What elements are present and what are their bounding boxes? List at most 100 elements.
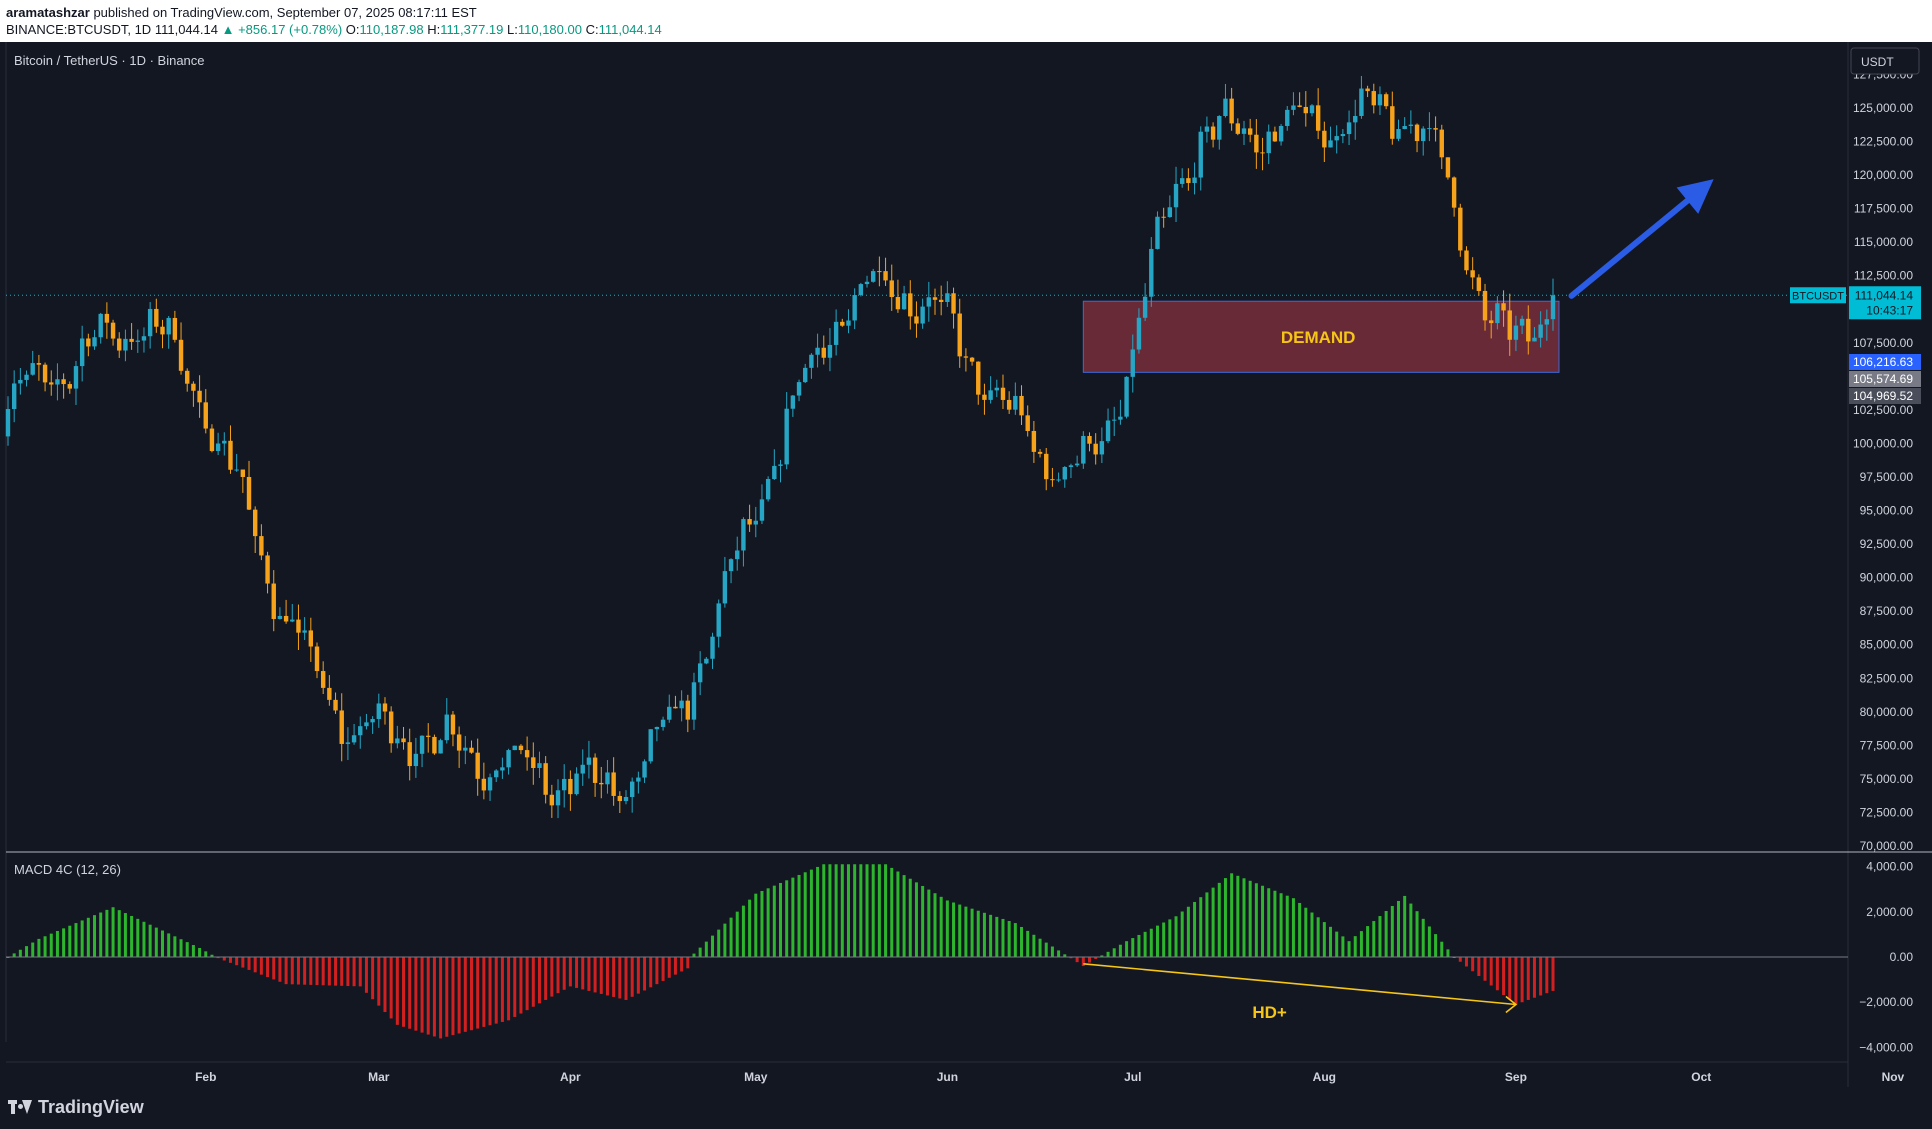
divergence-arrowhead: [1505, 995, 1518, 1014]
macd-bar: [772, 885, 776, 957]
divergence-line[interactable]: [1083, 962, 1516, 1006]
macd-bar: [1341, 936, 1345, 957]
price-tick-label: 102,500.00: [1853, 403, 1913, 417]
candle-body: [1044, 453, 1049, 480]
currency-button-frame[interactable]: [1850, 47, 1920, 75]
candle-body: [1136, 317, 1142, 350]
macd-bar: [1520, 957, 1524, 1003]
macd-bar: [1477, 957, 1481, 976]
currency-button-label[interactable]: USDT: [1861, 55, 1894, 69]
macd-bar: [476, 957, 480, 1029]
candle-body: [432, 736, 437, 754]
macd-bar: [1223, 878, 1227, 957]
candle-body: [172, 317, 178, 340]
macd-bar: [964, 906, 968, 957]
macd-bar: [1378, 916, 1382, 957]
macd-bar: [1347, 941, 1351, 957]
price-tick-label: 87,500.00: [1860, 604, 1914, 618]
macd-bar: [599, 957, 603, 994]
candle-body: [1229, 98, 1234, 124]
macd-bar: [408, 957, 412, 1029]
macd-bar: [704, 941, 708, 957]
candle-body: [617, 795, 623, 802]
macd-bar: [1013, 923, 1017, 957]
macd-bar: [290, 957, 294, 985]
candle-body: [197, 390, 202, 403]
macd-bar: [130, 915, 134, 957]
macd-bar: [513, 957, 517, 1017]
candle-body: [895, 297, 901, 310]
candle-body: [654, 726, 660, 730]
candle-body: [98, 313, 103, 338]
candle-body: [741, 519, 746, 551]
macd-bar: [463, 957, 467, 1032]
macd-bar: [1526, 957, 1530, 1000]
tradingview-logo[interactable]: TradingView: [8, 1097, 144, 1118]
candles: [5, 75, 1556, 819]
candle-body: [976, 361, 981, 395]
macd-bar: [18, 949, 22, 957]
candle-body: [1050, 479, 1055, 481]
candle-body: [1303, 106, 1308, 114]
candle-body: [1390, 106, 1395, 139]
candle-body: [1470, 270, 1475, 278]
ohlc-line: BINANCE:BTCUSDT, 1D 111,044.14 ▲ +856.17…: [6, 22, 662, 37]
macd-bar: [970, 908, 974, 957]
macd-bar: [618, 957, 622, 999]
candle-body: [623, 796, 629, 802]
macd-bar: [259, 957, 263, 975]
macd-bar: [1230, 873, 1234, 957]
candle-body: [154, 308, 159, 327]
candle-body: [1173, 183, 1179, 208]
price-axis[interactable]: 127,500.00125,000.00122,500.00120,000.00…: [1853, 67, 1913, 853]
candle-body: [747, 519, 752, 525]
macd-bar: [272, 957, 276, 980]
candle-body: [1421, 128, 1426, 142]
candle-body: [1180, 178, 1185, 184]
candle-body: [376, 703, 381, 720]
candle-body: [1285, 109, 1290, 126]
macd-bar: [896, 871, 900, 957]
chart-canvas[interactable]: 127,500.00125,000.00122,500.00120,000.00…: [0, 42, 1932, 1087]
candle-body: [141, 336, 147, 341]
macd-bar: [1081, 957, 1085, 967]
macd-axis[interactable]: 4,000.00 2,000.00 0.00 −2,000.00 −4,000.00: [1859, 860, 1913, 1055]
candle-body: [753, 520, 758, 525]
candle-body: [1056, 479, 1061, 481]
time-tick-label: Feb: [195, 1070, 216, 1084]
time-axis[interactable]: Feb Mar Apr May Jun Jul Aug Sep Oct Nov: [195, 1070, 1904, 1084]
candle-body: [988, 390, 993, 400]
candle-body: [1167, 207, 1173, 217]
candle-body: [135, 340, 140, 342]
demand-zone[interactable]: [1082, 300, 1560, 373]
candle-body: [636, 777, 641, 782]
macd-bar: [816, 866, 820, 957]
level-price-tag-text: 105,574.69: [1853, 372, 1913, 386]
macd-bar: [1267, 888, 1271, 957]
macd-bar: [352, 957, 356, 987]
candle-body: [840, 321, 845, 326]
macd-bar: [1310, 912, 1314, 957]
candle-body: [283, 615, 289, 622]
macd-bar: [1545, 957, 1549, 994]
macd-bar: [1180, 911, 1184, 957]
candle-body: [42, 364, 48, 383]
macd-bar: [117, 910, 121, 957]
macd-bar: [247, 957, 251, 970]
candle-body: [809, 354, 814, 368]
candle-body: [395, 738, 400, 744]
chart-area[interactable]: 127,500.00125,000.00122,500.00120,000.00…: [0, 42, 1932, 1087]
author-name[interactable]: aramatashzar: [6, 5, 90, 20]
macd-bar: [507, 957, 511, 1021]
time-tick-label: Aug: [1313, 1070, 1336, 1084]
macd-bar: [958, 904, 962, 957]
candle-body: [599, 782, 604, 785]
target-arrow[interactable]: [1568, 179, 1714, 299]
macd-bar: [470, 957, 473, 1031]
currency-button[interactable]: USDT: [1850, 47, 1920, 75]
candle-body: [772, 465, 777, 480]
candle-body: [759, 499, 765, 521]
candle-body: [30, 363, 35, 375]
macd-bar: [1335, 931, 1339, 957]
macd-bar: [173, 936, 177, 957]
